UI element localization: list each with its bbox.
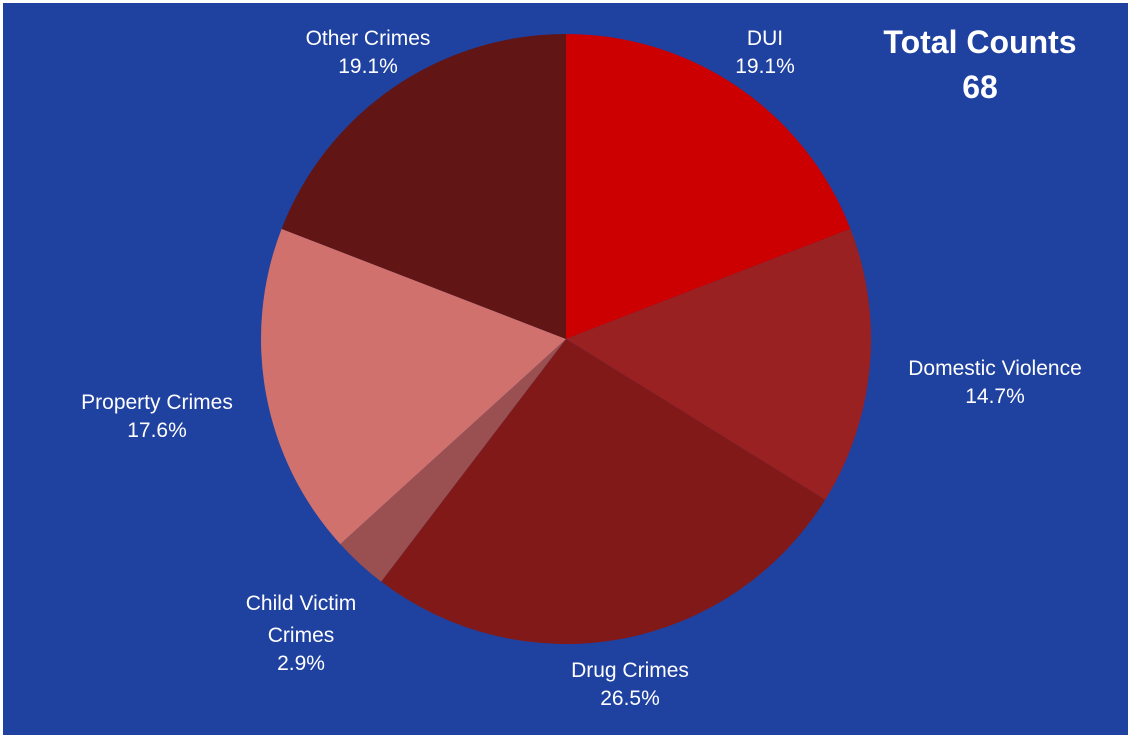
total-counts-value: 68 xyxy=(962,69,998,105)
slice-name-domestic-violence: Domestic Violence xyxy=(908,357,1082,380)
slice-name-child-victim-crimes: Child Victim xyxy=(246,592,356,615)
slice-name-dui: DUI xyxy=(747,27,783,50)
pie-slice-domestic-violence xyxy=(566,228,872,500)
slice-percent-property-crimes: 17.6% xyxy=(127,419,187,442)
slice-label-child-victim-crimes: Child Victim Crimes 2.9% xyxy=(246,592,356,675)
slice-percent-drug-crimes: 26.5% xyxy=(600,687,660,710)
pie-slice-property-crimes xyxy=(261,228,566,545)
pie-labels: DUI 19.1% Domestic Violence 14.7% Drug Crime… xyxy=(81,27,1082,710)
slice-percent-child-victim-crimes: 2.9% xyxy=(277,652,325,675)
slice-percent-dui: 19.1% xyxy=(735,55,795,78)
slice-name-other-crimes: Other Crimes xyxy=(306,27,431,50)
slice-percent-other-crimes: 19.1% xyxy=(338,55,398,78)
slice-label-domestic-violence: Domestic Violence 14.7% xyxy=(908,357,1082,408)
total-counts-label: Total Counts xyxy=(883,24,1076,60)
slice-label-drug-crimes: Drug Crimes 26.5% xyxy=(571,659,689,710)
slice-label-dui: DUI 19.1% xyxy=(735,27,795,78)
pie-slice-other-crimes xyxy=(281,34,566,339)
pie-slice-child-victim-crimes xyxy=(340,339,566,582)
slice-label-property-crimes: Property Crimes 17.6% xyxy=(81,391,233,442)
slice-name-property-crimes: Property Crimes xyxy=(81,391,233,414)
slice-label-other-crimes: Other Crimes 19.1% xyxy=(306,27,431,78)
slice-name-child-victim-crimes: Crimes xyxy=(268,624,335,647)
pie-slices xyxy=(261,34,872,644)
slice-percent-domestic-violence: 14.7% xyxy=(965,385,1025,408)
slice-name-drug-crimes: Drug Crimes xyxy=(571,659,689,682)
pie-slice-dui xyxy=(566,34,851,339)
pie-slice-drug-crimes xyxy=(381,339,826,644)
